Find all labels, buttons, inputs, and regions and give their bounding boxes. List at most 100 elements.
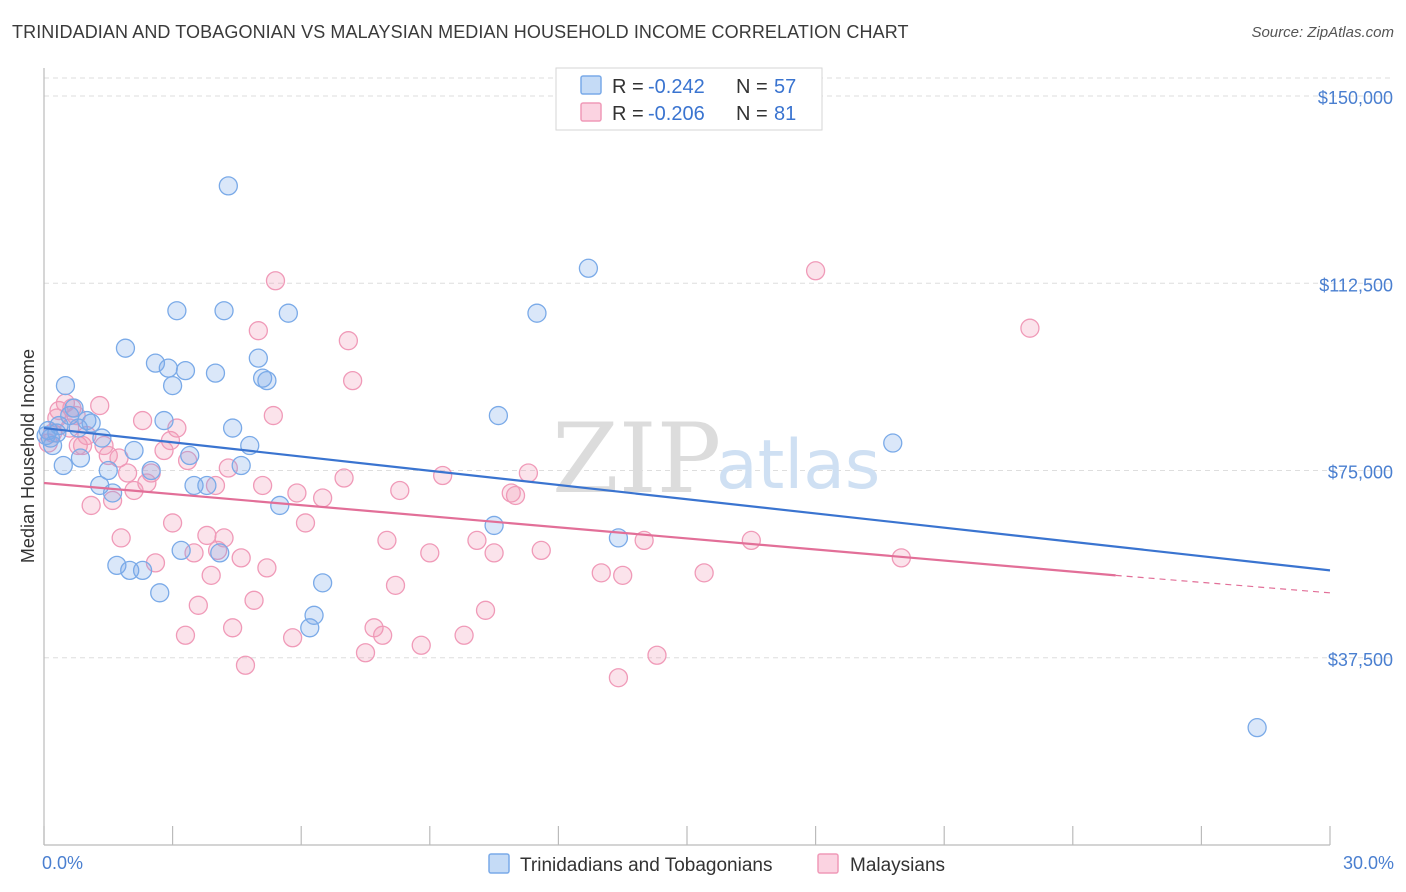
point-trinidadian-27: [162, 375, 183, 396]
point-trinidadian-22: [141, 460, 161, 481]
point-malaysian-66: [484, 543, 504, 563]
axes: [43, 68, 1331, 846]
trend-line-trinidadian: [43, 426, 1331, 572]
point-trinidadian-16: [102, 483, 123, 503]
trend-line-malaysian: [43, 481, 1116, 577]
legend-r-label-pink: R =: [612, 103, 644, 125]
legend-n-value-blue: 57: [774, 76, 796, 98]
y-tick-label-3: $150,000: [1318, 88, 1393, 108]
point-malaysian-48: [287, 483, 307, 503]
point-malaysian-46: [265, 271, 286, 291]
point-malaysian-68: [505, 485, 526, 506]
point-malaysian-38: [222, 618, 243, 638]
watermark-zip: ZIP: [552, 403, 721, 515]
point-trinidadian-14: [92, 428, 112, 448]
point-malaysian-59: [390, 480, 410, 501]
point-trinidadian-8: [64, 398, 84, 418]
legend-r-label-blue: R =: [612, 76, 644, 98]
point-trinidadian-34: [205, 363, 226, 383]
point-malaysian-17: [111, 528, 131, 548]
trend-lines: [43, 426, 1331, 594]
point-malaysian-57: [377, 530, 397, 551]
point-malaysian-51: [334, 468, 354, 488]
chart-title: TRINIDADIAN AND TOBAGONIAN VS MALAYSIAN …: [12, 22, 909, 42]
y-tick-label-1: $75,000: [1328, 463, 1393, 483]
point-trinidadian-18: [115, 338, 136, 358]
point-malaysian-49: [295, 513, 316, 533]
point-trinidadian-25: [154, 410, 174, 431]
point-malaysian-31: [188, 595, 208, 615]
point-malaysian-53: [342, 370, 363, 391]
point-malaysian-15: [102, 490, 123, 511]
point-trinidadian-43: [257, 370, 277, 391]
point-malaysian-39: [231, 548, 251, 568]
point-malaysian-43: [252, 475, 273, 496]
point-malaysian-77: [741, 530, 761, 551]
point-trinidadian-20: [124, 440, 144, 461]
point-malaysian-56: [372, 625, 393, 645]
x-tick-label-0: 0.0%: [42, 853, 83, 873]
watermark-atlas: atlas: [716, 426, 880, 505]
point-trinidadian-29: [171, 540, 191, 561]
point-malaysian-80: [1020, 318, 1040, 338]
point-malaysian-11: [81, 495, 101, 516]
point-malaysian-52: [338, 331, 359, 351]
x-tick-labels: 0.0% 30.0%: [42, 853, 1394, 873]
point-trinidadian-47: [304, 605, 324, 625]
point-malaysian-13: [94, 435, 114, 456]
series-legend-label-pink: Malaysians: [850, 855, 945, 876]
point-malaysian-72: [608, 668, 629, 688]
point-trinidadian-21: [132, 560, 153, 581]
chart-source: Source: ZipAtlas.com: [1251, 24, 1394, 41]
point-malaysian-76: [694, 563, 714, 583]
point-malaysian-64: [467, 530, 487, 551]
point-malaysian-71: [591, 563, 611, 583]
legend-swatch-blue: [580, 75, 602, 95]
y-axis-title: Median Household Income: [18, 349, 38, 563]
series-legend: Trinidadians and Tobagonians Malaysians: [488, 853, 945, 876]
series-legend-swatch-pink: [817, 853, 839, 874]
legend-r-value-pink: -0.206: [648, 103, 705, 125]
x-tick-label-1: 30.0%: [1343, 853, 1394, 873]
point-trinidadian-56: [36, 425, 56, 446]
point-trinidadian-38: [222, 418, 243, 438]
point-trinidadian-46: [300, 618, 320, 638]
point-malaysian-26: [162, 513, 183, 533]
point-trinidadian-6: [55, 375, 76, 396]
point-malaysian-50: [312, 488, 333, 508]
point-trinidadian-33: [197, 475, 217, 496]
point-malaysian-75: [647, 645, 667, 665]
point-malaysian-63: [454, 625, 474, 645]
point-malaysian-60: [411, 635, 431, 655]
gridlines: [44, 77, 1392, 659]
point-trinidadian-12: [81, 413, 101, 433]
point-malaysian-65: [475, 600, 496, 620]
point-malaysian-20: [132, 410, 153, 431]
series-legend-swatch-blue: [488, 853, 510, 874]
point-trinidadian-5: [53, 455, 73, 476]
point-trinidadian-28: [167, 301, 187, 321]
point-malaysian-18: [117, 463, 138, 483]
point-malaysian-62: [433, 465, 453, 486]
point-malaysian-33: [201, 565, 221, 586]
y-tick-label-2: $112,500: [1319, 275, 1393, 295]
point-malaysian-54: [355, 643, 376, 663]
point-trinidadian-30: [175, 360, 196, 381]
point-trinidadian-37: [218, 176, 238, 196]
legend-swatch-pink: [580, 102, 602, 122]
point-trinidadian-2: [42, 435, 63, 456]
point-malaysian-12: [90, 395, 110, 416]
point-malaysian-69: [518, 463, 539, 483]
point-malaysian-36: [214, 528, 234, 548]
point-trinidadian-41: [248, 348, 268, 368]
point-trinidadian-35: [210, 543, 230, 563]
point-trinidadian-49: [484, 515, 504, 536]
point-trinidadian-44: [270, 495, 290, 516]
point-malaysian-70: [531, 540, 551, 561]
legend-n-label-blue: N =: [736, 76, 768, 98]
point-trinidadian-15: [98, 460, 118, 481]
point-trinidadian-31: [180, 445, 200, 466]
point-trinidadian-55: [1247, 718, 1267, 738]
point-malaysian-73: [613, 565, 633, 586]
